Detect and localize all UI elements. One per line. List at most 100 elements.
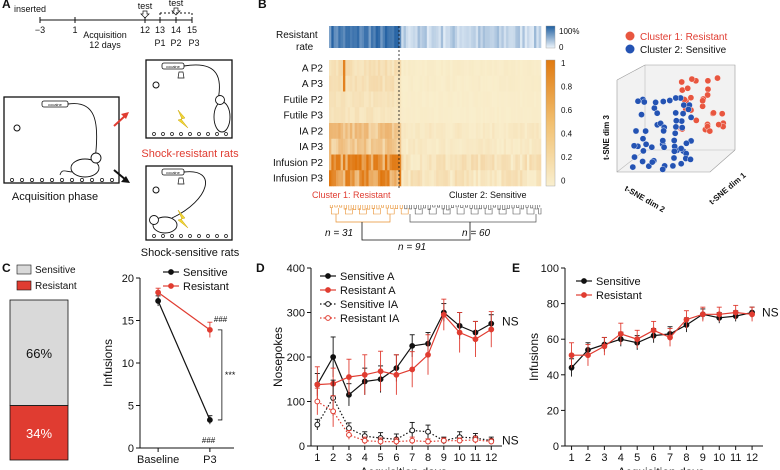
- heat-cell: [473, 60, 477, 77]
- bar-label-resistant: 34%: [26, 426, 52, 441]
- heat-cell: [482, 138, 486, 155]
- heat-cell: [347, 138, 351, 155]
- heat-cell: [440, 123, 444, 140]
- heat-cell: [333, 107, 337, 124]
- heat-cell: [515, 91, 518, 108]
- heat-cell: [440, 107, 444, 124]
- heat-cell: [489, 170, 493, 187]
- data-point: [314, 381, 321, 388]
- rate-cell: [487, 26, 491, 48]
- heat-cell: [345, 170, 348, 187]
- heat-cell: [366, 170, 369, 187]
- heat-cell: [384, 138, 388, 155]
- data-point: [155, 289, 162, 296]
- rate-cell: [380, 26, 383, 48]
- rate-cell: [389, 26, 393, 48]
- heat-cell: [424, 60, 428, 77]
- heat-cell: [433, 154, 437, 171]
- heat-cell: [359, 60, 362, 77]
- tsne-point-cluster1: [706, 127, 714, 135]
- rate-cell: [415, 26, 418, 48]
- arrow-to-sensitive: [113, 169, 130, 183]
- heat-cell: [468, 170, 472, 187]
- heat-cell: [384, 91, 388, 108]
- dendro-leaf-link: [376, 205, 380, 210]
- heat-cell: [415, 123, 418, 140]
- data-point: [425, 351, 431, 358]
- heat-cell: [338, 154, 341, 171]
- rate-cell: [429, 26, 432, 48]
- heat-cell: [352, 154, 355, 171]
- heat-cell: [506, 60, 509, 77]
- heat-cell: [438, 123, 442, 140]
- heat-cell: [464, 123, 467, 140]
- heat-cell: [356, 123, 360, 140]
- heat-cell: [347, 60, 351, 77]
- heat-cell: [471, 107, 474, 124]
- heat-cell: [513, 75, 516, 92]
- heat-cell: [405, 60, 409, 77]
- legend-marker: [168, 269, 174, 275]
- heat-cell: [503, 154, 507, 171]
- heat-cell: [496, 60, 500, 77]
- heat-cell: [377, 75, 381, 92]
- x-tick-label: 9: [441, 452, 447, 464]
- rate-cell: [422, 26, 425, 48]
- heat-cell: [335, 123, 339, 140]
- heat-cell: [531, 91, 535, 108]
- heat-cell: [340, 138, 344, 155]
- heat-cell: [499, 91, 502, 108]
- dendro-leaf-link: [474, 205, 478, 210]
- resistant-rate-label: Resistant: [276, 30, 318, 41]
- y-axis-title: Nosepokes: [271, 327, 285, 387]
- heat-cell: [329, 123, 332, 140]
- rate-cell: [508, 26, 512, 48]
- heat-cell: [424, 107, 428, 124]
- heat-cell: [403, 154, 407, 171]
- heat-cell: [485, 60, 488, 77]
- tsne-axis-dim1: t-SNE dim 1: [708, 170, 749, 206]
- heat-cell: [342, 75, 346, 92]
- rate-cell: [417, 26, 421, 48]
- data-point: [488, 438, 495, 445]
- x-tick-label: 1: [314, 452, 320, 464]
- heat-cell: [494, 123, 498, 140]
- heat-cell: [529, 107, 532, 124]
- tsne-point-cluster2: [660, 143, 668, 151]
- heat-cell: [394, 138, 397, 155]
- heat-cell: [335, 107, 339, 124]
- heat-cell: [387, 75, 390, 92]
- y-axis-title: Infusions: [527, 333, 541, 381]
- x-tick-label: 1: [569, 452, 575, 464]
- heat-cell: [531, 138, 535, 155]
- dendro-leaf-link: [418, 205, 422, 210]
- heat-cell: [454, 107, 458, 124]
- y-tick-label: 0: [128, 443, 134, 455]
- tsne-point-cluster1: [710, 109, 717, 117]
- rate-scale-bottom: 0: [559, 43, 564, 52]
- heat-cell: [480, 75, 484, 92]
- rate-colorbar: [545, 25, 556, 49]
- heatmap-row-label: Futile P2: [284, 95, 324, 106]
- x-tick-label: 5: [634, 452, 640, 464]
- series-line: [316, 400, 492, 443]
- tsne-point-cluster2: [639, 158, 646, 165]
- heat-cell: [499, 75, 502, 92]
- tick-14: 14: [171, 25, 181, 35]
- heat-cell: [403, 107, 407, 124]
- heat-cell: [359, 123, 362, 140]
- heat-cell: [424, 170, 428, 187]
- heat-cell: [335, 60, 339, 77]
- heat-cell: [375, 154, 379, 171]
- heat-cell: [468, 91, 472, 108]
- panel-label-c: C: [2, 261, 11, 275]
- heat-cell: [445, 107, 449, 124]
- dendro-leaf-link: [530, 205, 534, 209]
- rate-cell: [475, 26, 479, 48]
- heat-cell: [438, 75, 442, 92]
- heat-cell: [410, 170, 414, 187]
- heat-cell: [443, 75, 446, 92]
- series-line: [317, 313, 492, 386]
- heat-cell: [478, 60, 481, 77]
- heat-cell: [480, 170, 484, 187]
